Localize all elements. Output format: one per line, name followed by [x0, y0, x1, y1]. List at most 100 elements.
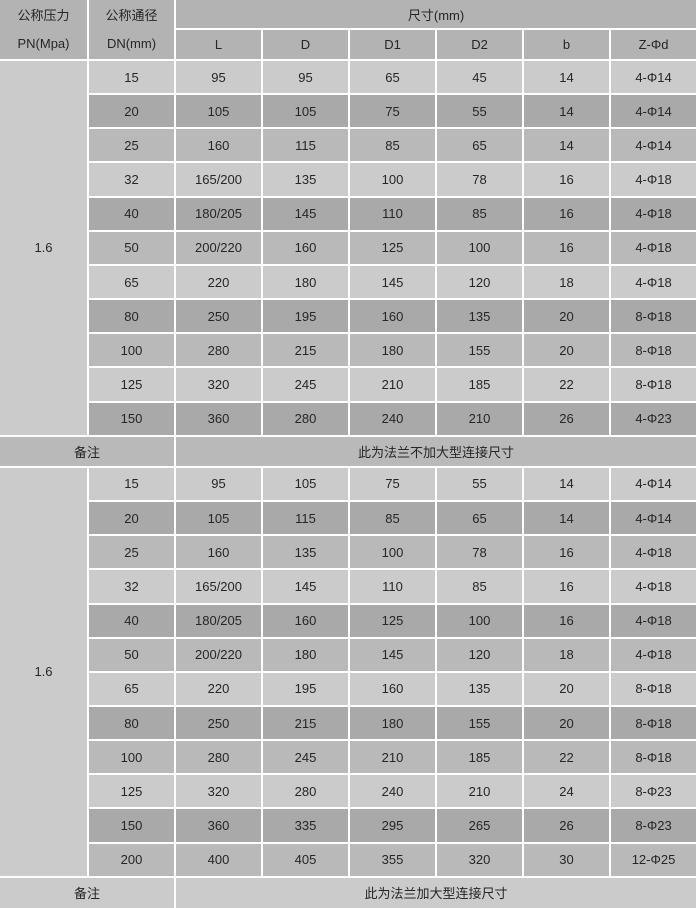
value-cell: 215	[261, 332, 349, 368]
header-col-D2: D2	[435, 28, 523, 60]
value-cell: 145	[348, 636, 436, 672]
value-cell: 110	[348, 568, 436, 604]
value-cell: 75	[348, 465, 436, 502]
value-cell: 105	[261, 93, 349, 129]
value-cell: 120	[435, 636, 523, 672]
dn-cell: 50	[87, 229, 175, 265]
note-text-cell: 此为法兰不加大型连接尺寸	[173, 434, 696, 467]
value-cell: 110	[348, 195, 436, 231]
header-nominal-diameter-title: 公称通径	[105, 7, 158, 23]
value-cell: 65	[348, 58, 436, 95]
note-text-cell: 此为法兰加大型连接尺寸	[173, 875, 696, 908]
value-cell: 4-Φ14	[608, 127, 696, 163]
table-row: 40 180/205 160 125 100 16 4-Φ18	[0, 602, 696, 638]
note-label-cell: 备注	[0, 434, 175, 467]
value-cell: 210	[348, 366, 436, 402]
value-cell: 4-Φ18	[608, 161, 696, 197]
value-cell: 125	[348, 602, 436, 638]
value-cell: 95	[174, 465, 262, 502]
value-cell: 180	[261, 636, 349, 672]
header-row-1: 公称压力 PN(Mpa) 公称通径 DN(mm) 尺寸(mm)	[0, 0, 696, 60]
value-cell: 405	[261, 841, 349, 877]
dn-cell: 100	[87, 332, 175, 368]
value-cell: 220	[174, 670, 262, 706]
value-cell: 180/205	[174, 195, 262, 231]
dn-cell: 125	[87, 366, 175, 402]
value-cell: 14	[522, 500, 610, 536]
value-cell: 4-Φ14	[608, 500, 696, 536]
value-cell: 165/200	[174, 161, 262, 197]
value-cell: 280	[261, 773, 349, 809]
value-cell: 100	[435, 229, 523, 265]
value-cell: 100	[435, 602, 523, 638]
dn-cell: 80	[87, 704, 175, 741]
dn-cell: 65	[87, 263, 175, 300]
table-row: 1.6 15 95 95 65 45 14 4-Φ14	[0, 58, 696, 436]
table-row: 125 320 245 210 185 22 8-Φ18	[0, 366, 696, 402]
value-cell: 165/200	[174, 568, 262, 604]
value-cell: 200/220	[174, 636, 262, 672]
value-cell: 105	[261, 465, 349, 502]
note-row: 备注 此为法兰不加大型连接尺寸	[0, 434, 696, 467]
header-nominal-pressure-title: 公称压力	[17, 7, 70, 23]
value-cell: 8-Φ18	[608, 739, 696, 775]
table-row: 80 250 215 180 155 20 8-Φ18	[0, 704, 696, 741]
value-cell: 100	[348, 161, 436, 197]
value-cell: 20	[522, 332, 610, 368]
value-cell: 75	[348, 93, 436, 129]
value-cell: 135	[261, 161, 349, 197]
value-cell: 8-Φ23	[608, 807, 696, 843]
header-nominal-pressure-unit: PN(Mpa)	[17, 35, 70, 51]
dn-cell: 25	[87, 534, 175, 570]
value-cell: 245	[261, 366, 349, 402]
dn-cell: 200	[87, 841, 175, 877]
dn-cell: 125	[87, 773, 175, 809]
value-cell: 250	[174, 704, 262, 741]
value-cell: 195	[261, 670, 349, 706]
dn-cell: 150	[87, 400, 175, 436]
value-cell: 220	[174, 263, 262, 300]
value-cell: 265	[435, 807, 523, 843]
value-cell: 160	[261, 602, 349, 638]
value-cell: 195	[261, 298, 349, 334]
value-cell: 135	[435, 670, 523, 706]
value-cell: 185	[435, 366, 523, 402]
value-cell: 4-Φ18	[608, 602, 696, 638]
value-cell: 16	[522, 602, 610, 638]
value-cell: 14	[522, 93, 610, 129]
value-cell: 55	[435, 465, 523, 502]
value-cell: 85	[435, 195, 523, 231]
value-cell: 105	[174, 93, 262, 129]
value-cell: 135	[435, 298, 523, 334]
table-header: 公称压力 PN(Mpa) 公称通径 DN(mm) 尺寸(mm) L D D1 D…	[0, 0, 696, 60]
value-cell: 24	[522, 773, 610, 809]
table-row: 150 360 335 295 265 26 8-Φ23	[0, 807, 696, 843]
header-row-2: L D D1 D2 b Z-Φd	[0, 28, 696, 60]
value-cell: 280	[174, 739, 262, 775]
table-row: 200 400 405 355 320 30 12-Φ25	[0, 841, 696, 877]
dn-cell: 100	[87, 739, 175, 775]
value-cell: 85	[348, 500, 436, 536]
dn-cell: 15	[87, 58, 175, 95]
value-cell: 55	[435, 93, 523, 129]
pn-value-cell: 1.6	[0, 465, 88, 877]
value-cell: 360	[174, 807, 262, 843]
table-row: 20 105 105 75 55 14 4-Φ14	[0, 93, 696, 129]
value-cell: 280	[174, 332, 262, 368]
value-cell: 8-Φ18	[608, 298, 696, 334]
dn-cell: 20	[87, 500, 175, 536]
value-cell: 125	[348, 229, 436, 265]
value-cell: 4-Φ14	[608, 465, 696, 502]
value-cell: 18	[522, 636, 610, 672]
value-cell: 100	[348, 534, 436, 570]
value-cell: 16	[522, 229, 610, 265]
table-row: 25 160 135 100 78 16 4-Φ18	[0, 534, 696, 570]
value-cell: 240	[348, 400, 436, 436]
value-cell: 4-Φ18	[608, 534, 696, 570]
value-cell: 200/220	[174, 229, 262, 265]
value-cell: 20	[522, 670, 610, 706]
value-cell: 26	[522, 400, 610, 436]
value-cell: 250	[174, 298, 262, 334]
value-cell: 22	[522, 366, 610, 402]
